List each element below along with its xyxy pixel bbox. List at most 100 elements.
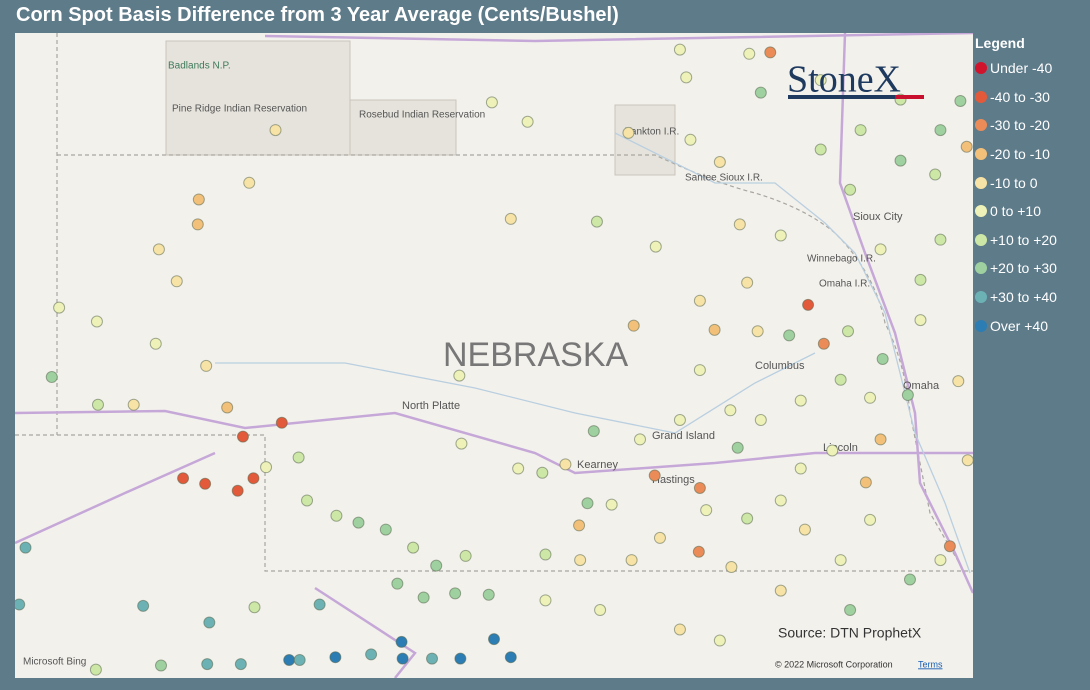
location-point: [581, 497, 594, 510]
legend-swatch: [975, 90, 987, 103]
location-point: [396, 652, 409, 665]
location-point: [751, 325, 764, 338]
location-point: [152, 243, 165, 256]
legend-item: Under -40: [975, 54, 1087, 83]
location-point: [700, 504, 713, 517]
location-point: [713, 634, 726, 647]
location-point: [417, 591, 430, 604]
location-point: [53, 301, 66, 314]
location-point: [934, 554, 947, 567]
area-label: Santee Sioux I.R.: [685, 173, 763, 184]
location-point: [844, 183, 857, 196]
river: [614, 132, 971, 574]
area-label: Pine Ridge Indian Reservation: [172, 104, 307, 115]
location-point: [485, 96, 498, 109]
location-point: [874, 433, 887, 446]
city-label: Grand Island: [652, 430, 715, 442]
logo-bar: [788, 95, 924, 99]
location-point: [504, 651, 517, 664]
location-point: [934, 233, 947, 246]
location-point: [426, 652, 439, 665]
location-point: [269, 124, 282, 137]
road: [15, 451, 216, 545]
location-point: [894, 154, 907, 167]
city-label: Sioux City: [853, 211, 903, 223]
legend-swatch: [975, 262, 987, 275]
location-point: [774, 494, 787, 507]
location-point: [512, 462, 525, 475]
location-point: [313, 598, 326, 611]
location-point: [395, 635, 408, 648]
location-point: [901, 389, 914, 402]
location-point: [137, 599, 150, 612]
location-point: [684, 133, 697, 146]
location-point: [859, 476, 872, 489]
state-borders: [15, 33, 973, 574]
terms-link[interactable]: Terms: [918, 659, 943, 669]
city-label: Kearney: [577, 459, 618, 471]
legend-label: -30 to -20: [990, 117, 1050, 134]
location-point: [673, 43, 686, 56]
location-point: [521, 115, 534, 128]
legend-item: -40 to -30: [975, 83, 1087, 112]
location-point: [841, 325, 854, 338]
location-point: [914, 314, 927, 327]
location-point: [539, 548, 552, 561]
location-point: [234, 658, 247, 671]
location-point: [292, 451, 305, 464]
location-point: [864, 391, 877, 404]
legend-swatch: [975, 62, 987, 75]
location-point: [693, 294, 706, 307]
legend-item: 0 to +10: [975, 197, 1087, 226]
location-point: [754, 414, 767, 426]
location-point: [247, 472, 260, 485]
location-point: [236, 430, 249, 443]
location-point: [627, 319, 640, 332]
location-point: [199, 477, 212, 490]
location-point: [482, 588, 495, 601]
location-point: [594, 604, 607, 617]
location-point: [954, 94, 967, 107]
road: [15, 409, 973, 475]
location-point: [275, 416, 288, 429]
location-point: [903, 573, 916, 586]
location-point: [794, 462, 807, 475]
area-label: Yankton I.R.: [625, 127, 679, 138]
location-point: [834, 373, 847, 386]
location-point: [243, 176, 256, 189]
legend-label: -20 to -10: [990, 146, 1050, 163]
location-point: [504, 212, 517, 225]
location-point: [91, 398, 104, 411]
legend-item: -10 to 0: [975, 168, 1087, 197]
location-point: [914, 273, 927, 286]
source: Source: DTN ProphetX: [778, 625, 922, 641]
location-point: [155, 659, 168, 672]
location-point: [352, 516, 365, 529]
location-point: [844, 604, 857, 617]
location-point: [725, 561, 738, 574]
location-point: [293, 653, 306, 666]
location-point: [754, 86, 767, 99]
location-point: [680, 71, 693, 84]
legend-item: +10 to +20: [975, 226, 1087, 255]
state-label: NEBRASKA: [443, 336, 628, 374]
border: [15, 33, 973, 574]
location-point: [774, 584, 787, 597]
location-point: [743, 47, 756, 60]
city-label: Omaha: [903, 380, 940, 392]
location-point: [283, 653, 296, 666]
legend-label: -10 to 0: [990, 174, 1038, 191]
location-point: [248, 601, 261, 614]
location-point: [191, 218, 204, 231]
legend-swatch: [975, 233, 987, 246]
points: [15, 43, 973, 676]
legend-label: +30 to +40: [990, 289, 1057, 306]
location-point: [459, 549, 472, 562]
location-point: [45, 371, 58, 383]
city-label: North Platte: [402, 400, 460, 412]
river: [215, 352, 816, 434]
location-point: [90, 315, 103, 328]
location-point: [536, 466, 549, 479]
city-label: Hastings: [652, 474, 695, 486]
legend-item: +20 to +30: [975, 254, 1087, 283]
